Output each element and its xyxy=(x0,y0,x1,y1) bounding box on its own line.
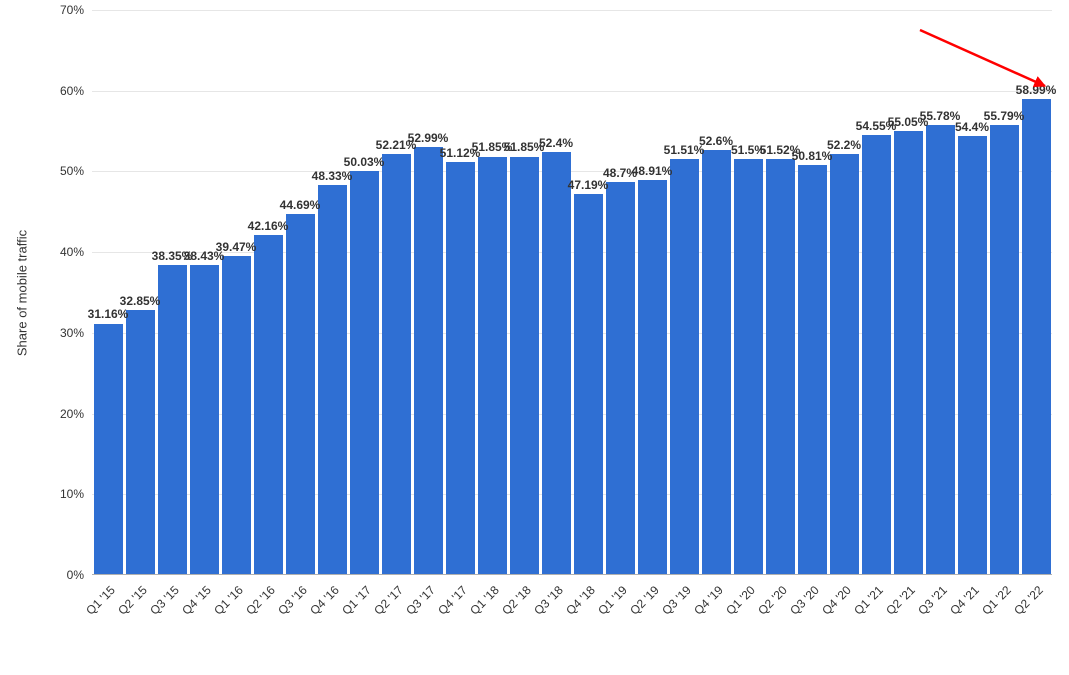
x-tick-label: Q1 '19 xyxy=(595,583,630,618)
x-tick-label: Q3 '20 xyxy=(787,583,822,618)
x-tick-label: Q4 '21 xyxy=(947,583,982,618)
y-tick-label: 10% xyxy=(0,487,92,501)
x-tick-label: Q3 '19 xyxy=(659,583,694,618)
y-tick-label: 60% xyxy=(0,84,92,98)
data-label: 58.99% xyxy=(1016,83,1057,97)
x-tick-label: Q1 '21 xyxy=(851,583,886,618)
x-tick-label: Q3 '21 xyxy=(915,583,950,618)
y-tick-label: 30% xyxy=(0,326,92,340)
data-label: 48.33% xyxy=(312,169,353,183)
y-tick-label: 50% xyxy=(0,164,92,178)
x-tick-label: Q2 '16 xyxy=(243,583,278,618)
x-tick-label: Q2 '20 xyxy=(755,583,790,618)
x-tick-label: Q4 '15 xyxy=(179,583,214,618)
x-tick-label: Q4 '16 xyxy=(307,583,342,618)
data-label: 55.79% xyxy=(984,109,1025,123)
data-label: 52.99% xyxy=(408,131,449,145)
data-label: 31.16% xyxy=(88,307,129,321)
x-tick-label: Q3 '15 xyxy=(147,583,182,618)
x-tick-label: Q2 '22 xyxy=(1011,583,1046,618)
data-label: 52.4% xyxy=(539,136,573,150)
plot-area: 31.16%32.85%38.35%38.43%39.47%42.16%44.6… xyxy=(92,10,1052,575)
data-label: 47.19% xyxy=(568,178,609,192)
data-labels-layer: 31.16%32.85%38.35%38.43%39.47%42.16%44.6… xyxy=(92,10,1052,575)
x-tick-label: Q4 '19 xyxy=(691,583,726,618)
data-label: 52.6% xyxy=(699,134,733,148)
x-tick-label: Q1 '15 xyxy=(83,583,118,618)
x-tick-label: Q2 '19 xyxy=(627,583,662,618)
data-label: 48.91% xyxy=(632,164,673,178)
x-tick-label: Q3 '18 xyxy=(531,583,566,618)
x-tick-label: Q4 '20 xyxy=(819,583,854,618)
x-tick-label: Q1 '17 xyxy=(339,583,374,618)
y-tick-label: 70% xyxy=(0,3,92,17)
x-tick-label: Q1 '22 xyxy=(979,583,1014,618)
x-tick-label: Q1 '18 xyxy=(467,583,502,618)
x-tick-label: Q2 '18 xyxy=(499,583,534,618)
x-tick-label: Q3 '17 xyxy=(403,583,438,618)
data-label: 50.03% xyxy=(344,155,385,169)
x-tick-label: Q2 '17 xyxy=(371,583,406,618)
bar-chart: Share of mobile traffic 31.16%32.85%38.3… xyxy=(0,0,1069,675)
x-tick-label: Q3 '16 xyxy=(275,583,310,618)
y-tick-label: 20% xyxy=(0,407,92,421)
x-tick-label: Q1 '20 xyxy=(723,583,758,618)
data-label: 52.2% xyxy=(827,138,861,152)
x-tick-label: Q2 '15 xyxy=(115,583,150,618)
x-tick-label: Q4 '18 xyxy=(563,583,598,618)
data-label: 39.47% xyxy=(216,240,257,254)
x-tick-label: Q2 '21 xyxy=(883,583,918,618)
data-label: 32.85% xyxy=(120,294,161,308)
y-tick-label: 40% xyxy=(0,245,92,259)
data-label: 42.16% xyxy=(248,219,289,233)
x-tick-label: Q4 '17 xyxy=(435,583,470,618)
y-tick-label: 0% xyxy=(0,568,92,582)
x-tick-label: Q1 '16 xyxy=(211,583,246,618)
data-label: 44.69% xyxy=(280,198,321,212)
x-tick-area: Q1 '15Q2 '15Q3 '15Q4 '15Q1 '16Q2 '16Q3 '… xyxy=(92,583,1052,673)
